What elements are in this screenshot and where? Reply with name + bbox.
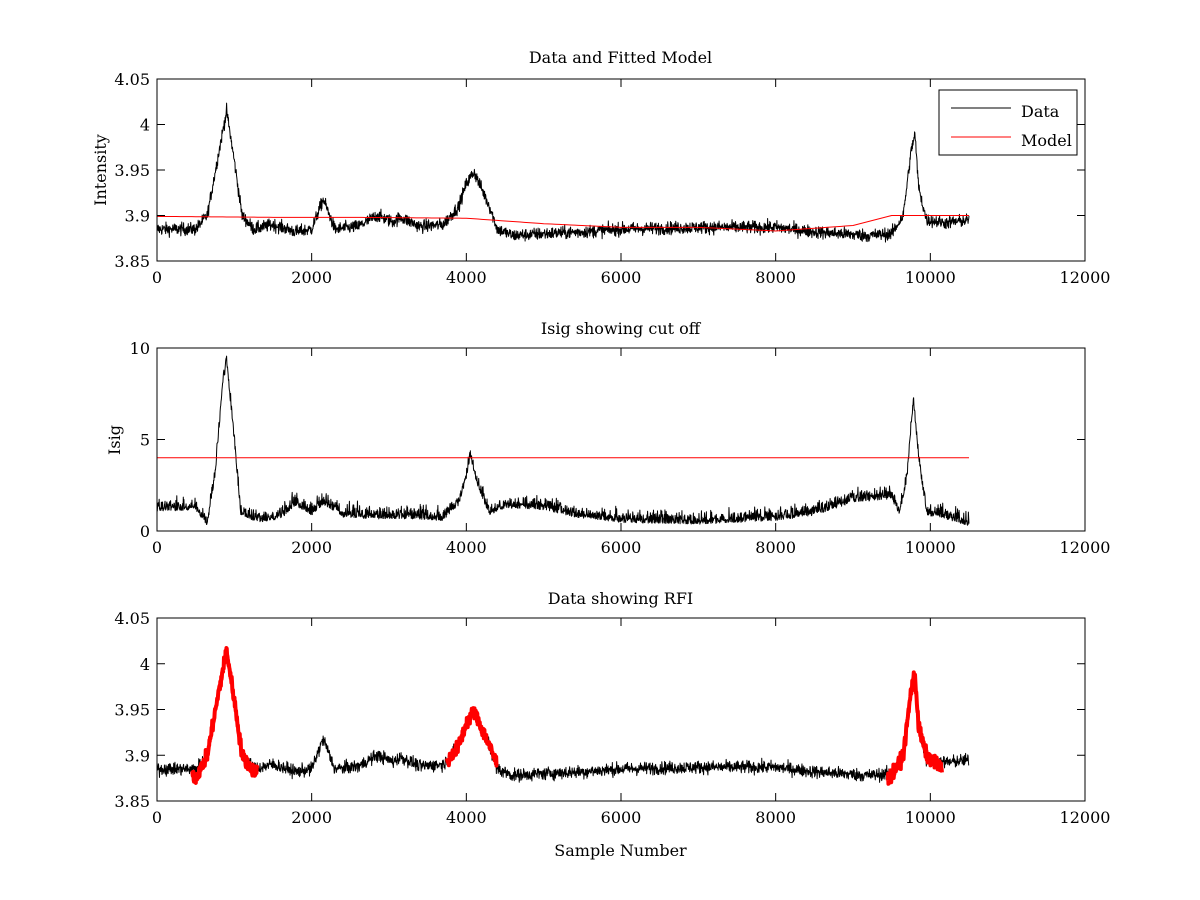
panel2-title: Isig showing cut off [541, 319, 702, 338]
panel3-xtick-label-5: 10000 [905, 808, 956, 827]
panel2-ytick-label-1: 5 [140, 431, 150, 450]
panel3-plot-area: 0 2000 4000 6000 8000 10000 12000 3.85 3.9 3.95 4 4… [114, 609, 1110, 827]
panel-isig-cutoff: Isig showing cut off Isig 0 2000 4000 6000 8… [105, 319, 1110, 557]
panel3-ytick-label-1: 3.9 [125, 746, 150, 765]
legend-data-label: Data [1021, 102, 1060, 121]
panel3-series-1-segment-2 [885, 670, 944, 786]
panel3-ytick-label-2: 3.95 [114, 701, 150, 720]
panel3-series-1-segment-0 [190, 646, 260, 785]
panel3-xtick-label-0: 0 [152, 808, 162, 827]
panel3-xtick-label-4: 8000 [755, 808, 796, 827]
panel2-series-0-segment-0 [157, 355, 970, 526]
panel2-xtick-label-6: 12000 [1060, 538, 1111, 557]
panel3-xtick-label-2: 4000 [446, 808, 487, 827]
panel3-ytick-label-3: 4 [140, 655, 150, 674]
panel-data-rfi: Data showing RFI Sample Number 0 2000 4000… [114, 589, 1110, 860]
panel3-title: Data showing RFI [548, 589, 693, 608]
panel2-xtick-label-2: 4000 [446, 538, 487, 557]
panel3-series-0-segment-0 [157, 649, 970, 783]
panel3-ytick-label-0: 3.85 [114, 792, 150, 811]
panel3-xtick-label-1: 2000 [291, 808, 332, 827]
legend-box [938, 89, 1078, 156]
panel1-ylabel: Intensity [91, 134, 110, 206]
panel2-xtick-label-0: 0 [152, 538, 162, 557]
panel1-xtick-label-2: 4000 [446, 268, 487, 287]
panel1-plot-area: 0 2000 4000 6000 8000 10000 12000 3.85 3.9 3.95 4 4… [114, 70, 1110, 287]
panel3-ytick-label-4: 4.05 [114, 609, 150, 628]
panel2-plot-area: 0 2000 4000 6000 8000 10000 12000 0 5 10 [130, 339, 1111, 557]
panel1-ytick-label-1: 3.9 [125, 207, 150, 226]
panel2-xtick-label-5: 10000 [905, 538, 956, 557]
panel1-title: Data and Fitted Model [529, 48, 712, 67]
panel1-xtick-label-4: 8000 [755, 268, 796, 287]
panel2-xtick-label-4: 8000 [755, 538, 796, 557]
panel-data-fitted-model: Data and Fitted Model Intensity 0 2000 400… [91, 48, 1110, 287]
legend: Data Model [938, 89, 1078, 156]
panel1-ytick-label-0: 3.85 [114, 252, 150, 271]
panel3-xtick-label-6: 12000 [1060, 808, 1111, 827]
panel2-xtick-label-1: 2000 [291, 538, 332, 557]
panel1-xtick-label-3: 6000 [601, 268, 642, 287]
panel1-ytick-label-4: 4.05 [114, 70, 150, 89]
panel1-ytick-label-3: 4 [140, 116, 150, 135]
panel1-xtick-label-6: 12000 [1060, 268, 1111, 287]
panel3-xlabel: Sample Number [554, 841, 687, 860]
panel2-ytick-label-0: 0 [140, 522, 150, 541]
panel1-xtick-label-5: 10000 [905, 268, 956, 287]
legend-model-label: Model [1021, 131, 1072, 150]
panel1-ytick-label-2: 3.95 [114, 161, 150, 180]
panel3-series-1-segment-1 [445, 706, 499, 768]
panel2-xtick-label-3: 6000 [601, 538, 642, 557]
panel1-series-1-segment-0 [157, 215, 969, 232]
panel1-xtick-label-0: 0 [152, 268, 162, 287]
panel3-xtick-label-3: 6000 [601, 808, 642, 827]
panel2-ylabel: Isig [105, 425, 124, 455]
panel1-xtick-label-1: 2000 [291, 268, 332, 287]
panel2-ytick-label-2: 10 [130, 339, 150, 358]
panel1-series-0-segment-0 [157, 102, 970, 243]
